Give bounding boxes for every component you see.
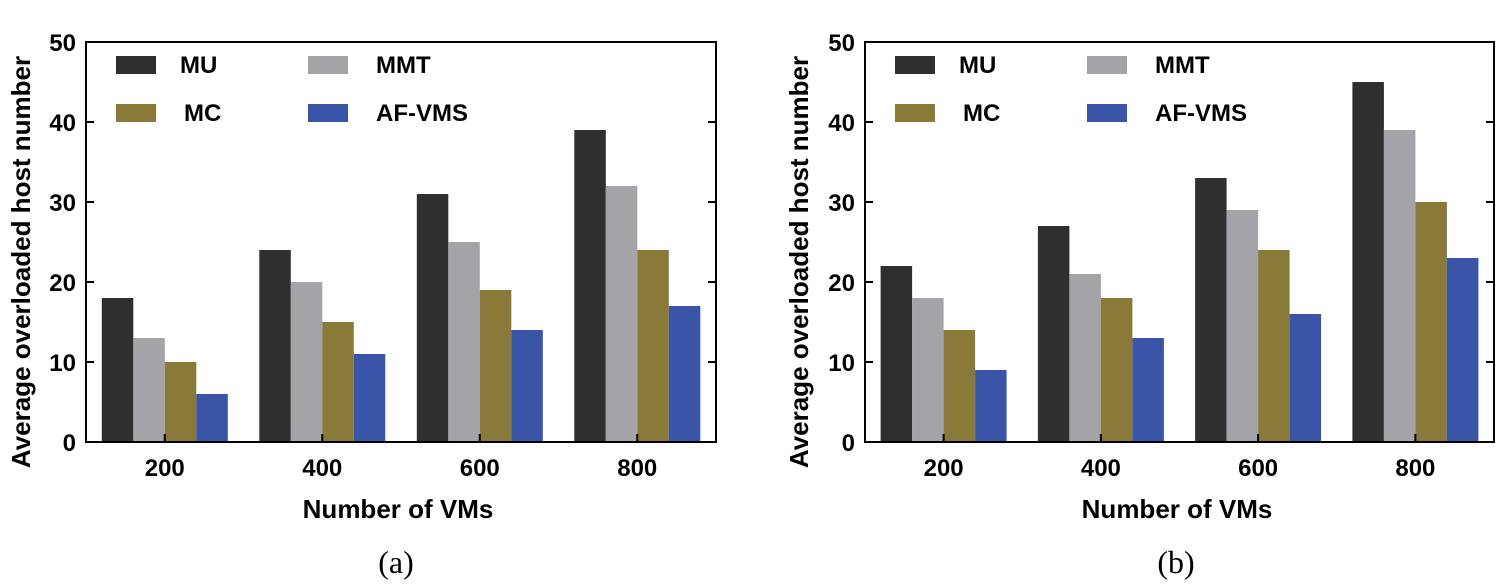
legend-swatch-mc [116, 104, 156, 122]
bar-af-vms-200 [196, 394, 228, 442]
y-tick-label: 20 [49, 270, 76, 297]
bar-mc-800 [1415, 202, 1447, 442]
y-tick-label: 0 [842, 430, 855, 457]
x-axis-title: Number of VMs [1082, 494, 1273, 524]
bar-mmt-400 [290, 282, 323, 442]
legend-swatch-mc [895, 104, 935, 122]
bar-mc-200 [943, 330, 976, 442]
bar-mc-600 [1258, 250, 1290, 442]
y-tick-label: 50 [49, 30, 76, 57]
bar-mc-400 [322, 322, 354, 442]
y-tick-label: 30 [828, 190, 855, 217]
bar-mu-800 [574, 130, 606, 442]
y-tick-label: 50 [828, 30, 855, 57]
bar-mmt-200 [133, 338, 165, 442]
legend-label-mmt: MMT [376, 52, 431, 79]
bar-mmt-600 [1226, 210, 1259, 442]
bar-mmt-800 [605, 186, 638, 442]
bar-mu-400 [259, 250, 291, 442]
y-tick-label: 30 [49, 190, 76, 217]
legend-label-af-vms: AF-VMS [376, 100, 468, 127]
y-tick-label: 0 [63, 430, 76, 457]
legend-swatch-mmt [308, 56, 348, 74]
legend-label-mmt: MMT [1155, 52, 1210, 79]
bar-mu-800 [1352, 82, 1384, 442]
bar-af-vms-800 [668, 306, 701, 442]
bar-mc-200 [164, 362, 197, 442]
legend-swatch-mmt [1087, 56, 1127, 74]
bar-mc-800 [637, 250, 669, 442]
bar-mu-200 [880, 266, 913, 442]
x-tick-label: 200 [924, 455, 964, 482]
y-tick-label: 10 [828, 350, 855, 377]
y-axis-title: Average overloaded host number [6, 56, 36, 468]
bar-mmt-800 [1383, 130, 1416, 442]
bar-af-vms-200 [975, 370, 1007, 442]
plot-frame [864, 41, 1495, 443]
y-tick-label: 40 [828, 110, 855, 137]
plot-frame [85, 41, 717, 443]
bar-mmt-200 [912, 298, 944, 442]
legend-label-af-vms: AF-VMS [1155, 100, 1247, 127]
bar-af-vms-400 [1132, 338, 1164, 442]
legend-swatch-af-vms [308, 104, 348, 122]
x-tick-label: 800 [617, 455, 657, 482]
legend-swatch-mu [895, 56, 935, 74]
bar-af-vms-800 [1446, 258, 1479, 442]
caption: (a) [378, 544, 414, 580]
bar-mc-600 [479, 290, 512, 442]
bar-af-vms-400 [353, 354, 386, 442]
x-tick-label: 600 [1238, 455, 1278, 482]
bar-mmt-600 [448, 242, 480, 442]
bar-mu-400 [1037, 226, 1070, 442]
x-tick-label: 200 [145, 455, 185, 482]
y-tick-label: 10 [49, 350, 76, 377]
x-tick-label: 400 [302, 455, 342, 482]
bar-mmt-400 [1069, 274, 1101, 442]
bar-af-vms-600 [511, 330, 543, 442]
x-tick-label: 400 [1081, 455, 1121, 482]
x-tick-label: 600 [460, 455, 500, 482]
legend-label-mu: MU [959, 52, 996, 79]
legend-label-mc: MC [184, 100, 221, 127]
bar-mu-200 [101, 298, 134, 442]
legend-label-mu: MU [180, 52, 217, 79]
legend-swatch-mu [116, 56, 156, 74]
bar-af-vms-600 [1289, 314, 1322, 442]
legend-swatch-af-vms [1087, 104, 1127, 122]
legend-label-mc: MC [963, 100, 1000, 127]
bar-mc-400 [1100, 298, 1133, 442]
y-axis-title: Average overloaded host number [784, 56, 814, 468]
y-tick-label: 40 [49, 110, 76, 137]
chart-a: Average overloaded host number Number of… [6, 30, 717, 580]
caption: (b) [1157, 544, 1194, 580]
bar-mu-600 [1195, 178, 1227, 442]
x-tick-label: 800 [1395, 455, 1435, 482]
x-axis-title: Number of VMs [303, 494, 494, 524]
chart-b: Average overloaded host number Number of… [784, 30, 1495, 580]
y-tick-label: 20 [828, 270, 855, 297]
bar-mu-600 [416, 194, 449, 442]
